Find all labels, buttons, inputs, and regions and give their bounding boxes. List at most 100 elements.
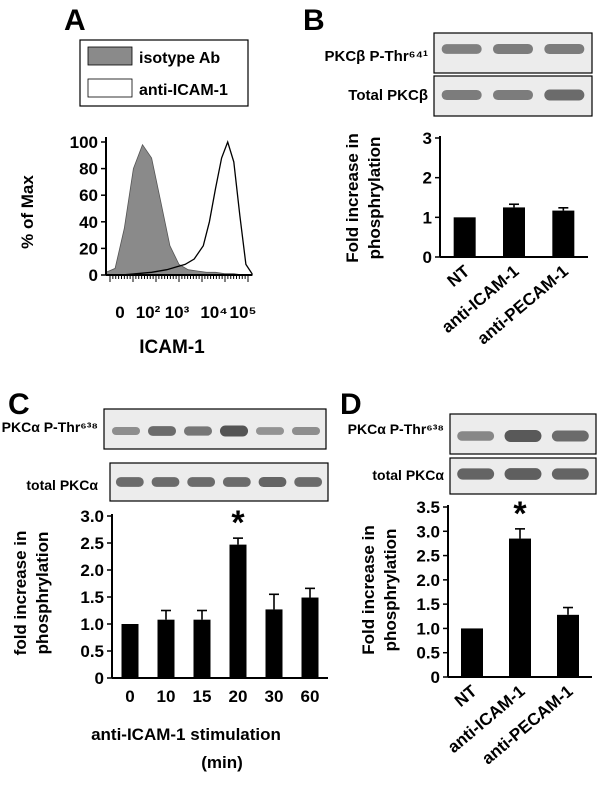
histogram-series-icam [106, 140, 253, 276]
bar [121, 624, 139, 678]
blot-band [147, 426, 177, 436]
panel-b-letter: B [303, 4, 325, 37]
panel-d-blot-phospho [449, 413, 597, 455]
y-tick-label: 1.5 [80, 588, 104, 607]
blot-band [504, 430, 542, 442]
y-tick-label: 0 [423, 248, 432, 267]
panel-b-ylabel-line2: phosphrylation [365, 137, 384, 260]
y-tick-label: 3.5 [416, 498, 440, 517]
blot-band [492, 43, 534, 55]
blot-band [544, 89, 585, 101]
y-tick-label: 2.0 [416, 571, 440, 590]
panel-c-xlabel-line1: anti-ICAM-1 stimulation [91, 725, 281, 744]
y-tick-label: 2.5 [416, 547, 440, 566]
y-tick-label: 0 [431, 668, 440, 687]
x-tick-label: 0 [125, 687, 134, 706]
bar [157, 619, 175, 678]
blot-band [151, 477, 180, 487]
panel-a-xtick-label: 10⁴ [200, 303, 227, 322]
blot-band [492, 89, 534, 101]
blot-band [551, 430, 589, 442]
x-tick-label: 30 [265, 687, 284, 706]
histogram-series-isotype [105, 143, 252, 276]
panel-c-blot-phospho [103, 408, 327, 450]
panel-a-xlabel: ICAM-1 [139, 337, 205, 358]
panel-a-xtick-label: 10² [136, 303, 161, 322]
panel-a-xtick-label: 0 [115, 303, 124, 322]
bar [453, 217, 476, 257]
panel-d-letter: D [340, 388, 362, 421]
panel-c-xlabel-line2: (min) [201, 753, 243, 772]
blot-band [294, 477, 323, 487]
blot-band [258, 476, 287, 488]
blot-band [222, 477, 251, 487]
x-tick-label: NT [444, 261, 474, 291]
blot-band [457, 431, 495, 441]
y-tick-label: 1.5 [416, 595, 440, 614]
panel-a-letter: A [64, 4, 86, 37]
panel-a-xtick-label: 10³ [165, 303, 190, 322]
blot-band [544, 43, 585, 55]
bar [193, 619, 211, 678]
significance-asterisk: * [231, 504, 245, 542]
blot-band [504, 468, 542, 480]
blot-band [441, 89, 482, 101]
panel-c-blot-label-phospho: PKCα P-Thr⁶³⁸ [2, 419, 98, 435]
blot-band [187, 477, 216, 487]
panel-a-ytick-label: 20 [79, 239, 98, 258]
y-tick-label: 2.0 [80, 561, 104, 580]
bar [229, 544, 247, 678]
panel-d-blot-total [449, 457, 597, 495]
panel-a-ytick-label: 60 [79, 186, 98, 205]
blot-band [255, 427, 285, 435]
y-tick-label: 0.5 [416, 644, 440, 663]
panel-c-letter: C [8, 388, 30, 421]
panel-c-bar-chart: 0 0.5 1.0 1.5 2.0 2.5 3.0 0 10 15 * 20 30 60 [80, 504, 328, 706]
bar [461, 628, 483, 677]
y-tick-label: 3.0 [416, 522, 440, 541]
y-tick-label: 0 [95, 669, 104, 688]
y-tick-label: 2 [423, 169, 432, 188]
panel-d-blot-label-phospho: PKCα P-Thr⁶³⁸ [348, 421, 444, 437]
bar [503, 207, 525, 257]
bar [557, 614, 579, 677]
panel-d-bar-chart: 00.51.01.52.02.53.03.5NT*anti-ICAM-1anti… [416, 495, 592, 768]
panel-b-blot-label-phospho: PKCβ P-Thr⁶⁴¹ [325, 48, 428, 65]
blot-band [441, 44, 482, 54]
x-tick-label: 20 [229, 687, 248, 706]
legend-label-icam: anti-ICAM-1 [139, 82, 228, 99]
blot-band [183, 426, 213, 436]
x-tick-label: 10 [157, 687, 176, 706]
x-tick-label: 15 [193, 687, 212, 706]
panel-a-ytick-label: 0 [89, 266, 98, 285]
legend-label-isotype: isotype Ab [139, 50, 220, 67]
x-tick-label: anti-PECAM-1 [474, 262, 572, 349]
blot-band [219, 425, 249, 437]
panel-b-ylabel-line1: Fold increase in [343, 133, 362, 262]
y-tick-label: 1 [423, 208, 432, 227]
y-tick-label: 1.0 [416, 619, 440, 638]
x-tick-label: NT [451, 681, 481, 711]
y-tick-label: 3.0 [80, 507, 104, 526]
panel-b-blot-total [433, 75, 593, 117]
blot-band [115, 477, 144, 487]
x-tick-label: 60 [301, 687, 320, 706]
panel-d-ylabel-line2: phosphrylation [381, 529, 400, 652]
panel-b-blot-phospho [433, 32, 593, 74]
panel-a-xtick-label: 10⁵ [230, 303, 257, 322]
legend-swatch-icam [87, 78, 133, 98]
panel-c-ylabel-line2: phosphrylation [33, 532, 52, 655]
y-tick-label: 0.5 [80, 642, 104, 661]
panel-a-legend: isotype Ab anti-ICAM-1 [79, 39, 249, 107]
y-tick-label: 3 [423, 129, 432, 148]
bar [552, 210, 575, 257]
bar [509, 538, 531, 677]
y-tick-label: 2.5 [80, 534, 104, 553]
legend-swatch-isotype [87, 46, 133, 66]
panel-a-ytick-label: 80 [79, 160, 98, 179]
y-tick-label: 1.0 [80, 615, 104, 634]
panel-d-blot-label-total: total PKCα [372, 467, 444, 483]
panel-c-blot-label-total: total PKCα [26, 477, 98, 493]
